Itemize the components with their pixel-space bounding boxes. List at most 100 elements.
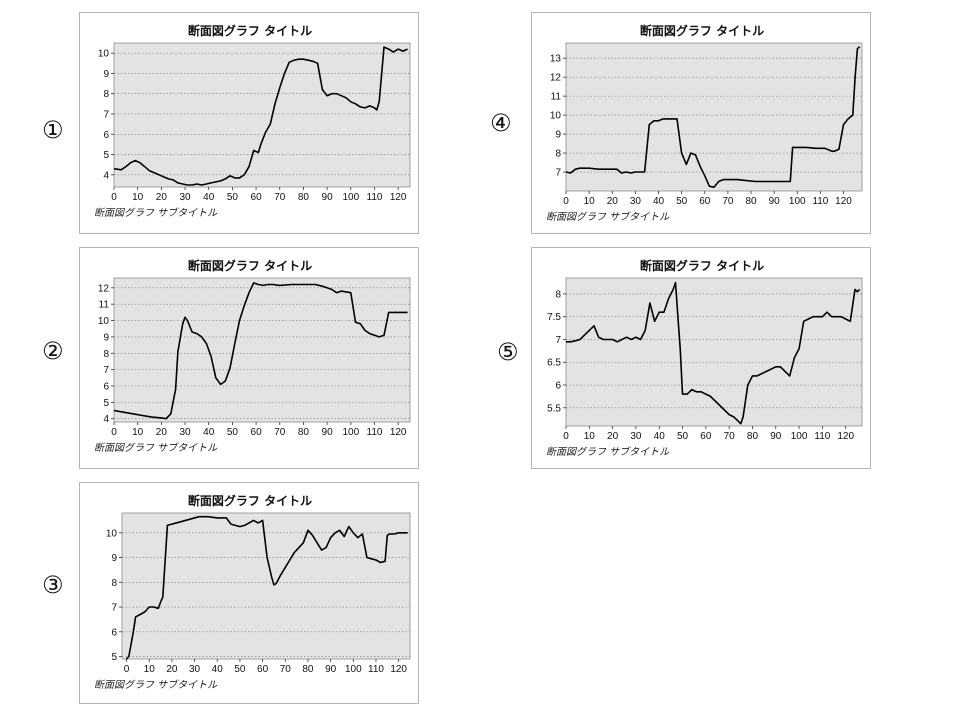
x-tick-label: 120 [837,431,854,442]
x-tick-label: 70 [274,427,286,438]
x-tick-label: 30 [630,196,642,207]
y-tick-label: 5 [111,652,117,663]
chart-panel-5: 断面図グラフ タイトル 5.5 6 6.5 7 7.5 8 0 10 20 30 40 50 60 70 80… [531,247,871,469]
x-tick-label: 40 [212,664,224,675]
x-tick-label: 70 [274,192,286,203]
series-line [565,46,861,188]
x-tick-label: 120 [390,427,407,438]
x-tick-label: 20 [156,427,168,438]
chart-marker-3: ③ [42,571,64,599]
x-tick-label: 100 [791,431,808,442]
y-tick-label: 10 [550,111,562,122]
y-tick-label: 9 [103,69,109,80]
chart-title: 断面図グラフ タイトル [640,23,764,38]
x-tick-label: 60 [700,431,712,442]
x-tick-label: 80 [745,196,757,207]
series-line [113,282,408,420]
y-tick-label: 5 [103,150,109,161]
y-tick-label: 6 [555,381,561,392]
y-tick-label: 7 [103,365,109,376]
chart-marker-2: ② [42,337,64,365]
y-tick-label: 13 [550,54,562,65]
y-tick-label: 4 [103,414,109,425]
x-tick-label: 90 [322,427,334,438]
x-tick-label: 20 [166,664,178,675]
x-tick-label: 10 [584,431,596,442]
plot-area [565,42,863,192]
y-tick-label: 9 [111,553,117,564]
chart-subtitle: 断面図グラフ サブタイトル [546,446,670,458]
x-tick-label: 80 [298,427,310,438]
x-tick-label: 50 [234,664,246,675]
series-line [113,46,408,186]
chart-title: 断面図グラフ タイトル [188,23,312,38]
y-tick-label: 6 [103,130,109,141]
x-tick-label: 70 [722,196,734,207]
y-tick-label: 9 [555,130,561,141]
y-tick-label: 9 [103,332,109,343]
x-tick-label: 30 [179,427,191,438]
x-tick-label: 80 [298,192,310,203]
x-tick-label: 60 [251,427,263,438]
x-tick-label: 100 [345,664,362,675]
y-tick-label: 11 [99,300,110,311]
x-tick-label: 100 [342,427,359,438]
x-tick-label: 50 [227,192,239,203]
x-tick-label: 0 [563,196,569,207]
x-tick-label: 120 [390,664,407,675]
chart-title: 断面図グラフ タイトル [188,258,312,273]
x-tick-label: 110 [814,431,830,442]
x-tick-label: 0 [563,431,569,442]
series-line [125,515,408,660]
x-tick-label: 60 [251,192,263,203]
y-tick-label: 12 [98,283,110,294]
x-tick-label: 20 [607,431,619,442]
plot-area [565,277,863,427]
y-tick-label: 5.5 [547,403,561,414]
y-tick-label: 8 [555,149,561,160]
chart-subtitle: 断面図グラフ サブタイトル [94,207,218,219]
y-tick-label: 6 [103,382,109,393]
y-tick-label: 7 [555,168,561,179]
x-tick-label: 110 [367,427,383,438]
x-tick-label: 120 [835,196,852,207]
y-tick-label: 10 [98,316,110,327]
y-tick-label: 7 [111,603,117,614]
x-tick-label: 50 [677,431,689,442]
y-tick-label: 4 [103,170,109,181]
y-tick-label: 8 [103,349,109,360]
y-tick-label: 8 [111,578,117,589]
series-line [566,281,861,425]
x-tick-label: 110 [367,192,383,203]
x-tick-label: 30 [630,431,642,442]
y-tick-label: 7 [555,335,561,346]
chart-marker-4: ④ [490,109,512,137]
x-tick-label: 50 [676,196,688,207]
x-tick-label: 110 [368,664,384,675]
x-tick-label: 30 [179,192,191,203]
chart-title: 断面図グラフ タイトル [188,493,312,508]
y-tick-label: 8 [103,89,109,100]
x-tick-label: 100 [342,192,359,203]
chart-marker-5: ⑤ [497,338,519,366]
x-tick-label: 10 [132,192,144,203]
y-tick-label: 12 [550,73,562,84]
plot-area [121,512,411,660]
x-tick-label: 80 [747,431,759,442]
x-tick-label: 100 [789,196,806,207]
x-tick-label: 70 [280,664,292,675]
x-tick-label: 110 [812,196,828,207]
y-tick-label: 6.5 [547,358,561,369]
x-tick-label: 60 [699,196,711,207]
plot-area [113,42,411,188]
x-tick-label: 120 [390,192,407,203]
chart-panel-4: 断面図グラフ タイトル 7 8 9 10 11 12 13 0 10 20 30 40 50 60 70 80 9… [531,12,871,234]
x-tick-label: 20 [156,192,168,203]
y-tick-label: 10 [106,528,118,539]
x-tick-label: 20 [607,196,619,207]
x-tick-label: 10 [144,664,156,675]
